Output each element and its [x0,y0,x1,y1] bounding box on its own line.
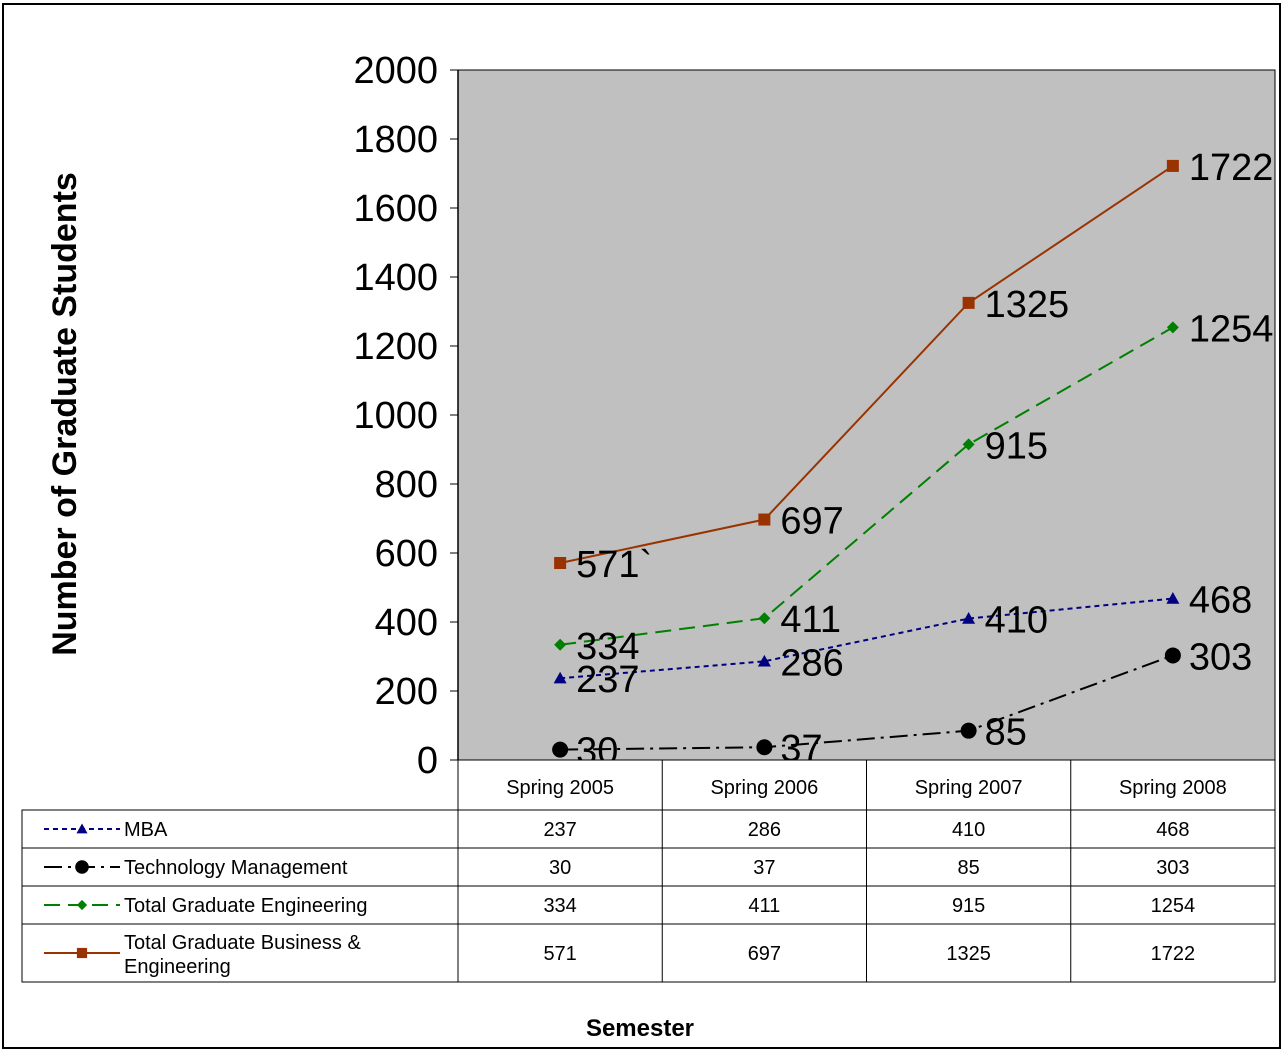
data-point [756,739,773,756]
table-cell: 286 [748,819,781,841]
plot-background [457,69,1276,761]
data-point [962,438,975,451]
series-line [559,326,1174,646]
legend-marker [76,899,88,911]
data-label: 1254 [1189,308,1274,350]
table-cell: 85 [958,857,980,879]
data-point [758,513,771,526]
data-label: 1325 [985,284,1070,326]
table-cell: 468 [1156,819,1189,841]
category-label: Spring 2007 [915,777,1023,799]
y-tick-label: 1800 [353,119,438,161]
data-point [962,296,975,309]
table-cell: 571 [543,943,576,965]
table-cell: 334 [543,895,576,917]
data-point [1164,647,1181,664]
series-line [560,654,1174,751]
y-tick-label: 1400 [353,257,438,299]
data-label: 410 [985,600,1048,642]
data-point [554,557,567,570]
series-line [560,597,1173,680]
table-row [21,809,1276,849]
data-label: 915 [985,425,1048,467]
data-label: 571` [576,544,652,586]
legend-marker [75,860,89,874]
y-tick-label: 800 [375,464,438,506]
x-axis-title: Semester [586,1015,694,1042]
series-line [559,165,1174,564]
table-cell: 30 [549,857,571,879]
legend-label: Engineering [124,956,231,978]
data-label: 411 [780,599,841,641]
table-cell: 303 [1156,857,1189,879]
plot-area [457,69,1276,761]
table-cell: 697 [748,943,781,965]
legend-label: Total Graduate Business & [124,932,361,954]
y-tick-label: 1600 [353,188,438,230]
y-tick-label: 1200 [353,326,438,368]
data-point [962,612,976,624]
data-point [757,654,771,667]
data-label: 697 [780,501,843,543]
data-label: 237 [576,659,639,701]
data-label: 303 [1189,636,1252,678]
data-label: 286 [780,642,843,684]
data-label: 85 [985,712,1027,754]
category-label: Spring 2008 [1119,777,1227,799]
legend-label: Total Graduate Engineering [124,895,368,917]
table-cell: 410 [952,819,985,841]
category-label: Spring 2005 [506,777,614,799]
y-axis-title: Number of Graduate Students [46,172,84,656]
y-axis: 0 200 400 600 800 1000 1200 1400 1600 1800 2000 [353,50,459,782]
legend-marker [76,947,88,959]
table-cell: 1325 [946,943,991,965]
y-tick-label: 2000 [353,50,438,92]
legend-label: MBA [124,819,168,841]
data-point [1166,159,1179,172]
data-label: 468 [1189,580,1252,622]
table-cell: 915 [952,895,985,917]
y-tick-label: 400 [375,602,438,644]
y-tick-label: 1000 [353,395,438,437]
legend-marker [76,823,88,834]
y-tick-label: 600 [375,533,438,575]
data-point [554,638,567,651]
table-cell: 1722 [1151,943,1196,965]
y-tick-label: 200 [375,671,438,713]
data-label: 334 [576,626,639,668]
category-label: Spring 2006 [710,777,818,799]
data-point [553,671,567,684]
data-point [1166,321,1179,334]
legend-label: Technology Management [124,857,348,879]
data-label: 1722 [1189,147,1274,189]
data-point [552,741,569,758]
data-table: Spring 2005 Spring 2006 Spring 2007 Spring … [21,759,1276,983]
table-cell: 411 [748,895,780,917]
table-cell: 37 [753,857,775,879]
table-cell: 1254 [1151,895,1196,917]
table-row [21,923,1276,983]
data-point [1166,592,1180,604]
table-cell: 237 [543,819,576,841]
y-tick-label: 0 [417,740,438,782]
data-point [758,612,771,625]
data-point [960,722,977,739]
